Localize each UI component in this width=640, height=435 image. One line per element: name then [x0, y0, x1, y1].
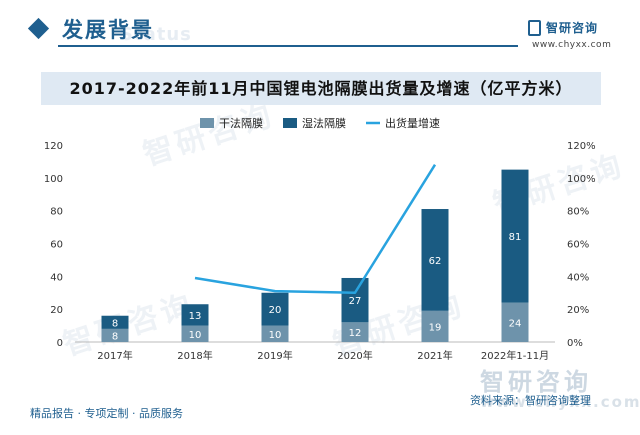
data-label: 13: [189, 311, 202, 322]
bar: [421, 209, 449, 311]
y2-tick-label: 120%: [567, 141, 596, 152]
legend-label: 出货量增速: [385, 116, 440, 130]
logo-name: 智研咨询: [546, 21, 599, 35]
logo-url: www.chyxx.com: [532, 40, 612, 50]
data-label: 27: [349, 296, 362, 307]
data-label: 8: [112, 318, 118, 329]
section-title: 发展背景: [62, 18, 154, 42]
bar: [181, 325, 209, 342]
diamond-icon: [27, 17, 50, 40]
x-tick-label: 2018年: [177, 349, 212, 360]
watermark-url: www.chyxx.com: [480, 393, 640, 411]
data-label: 24: [509, 318, 522, 329]
logo-mark-icon: [528, 20, 541, 36]
y2-tick-label: 20%: [567, 305, 589, 316]
bar: [261, 292, 289, 326]
section-ghost-text: Status: [120, 24, 192, 45]
brand-logo: 智研咨询 www.chyxx.com: [528, 18, 628, 54]
bar: [341, 277, 369, 323]
series-line: [194, 164, 437, 294]
legend-label: 湿法隔膜: [302, 116, 346, 130]
legend-swatch: [283, 118, 297, 128]
y-tick-label: 120: [44, 141, 63, 152]
bar: [261, 325, 289, 342]
x-tick-label: 2017年: [97, 349, 132, 360]
y2-tick-label: 60%: [567, 240, 589, 251]
data-label: 62: [429, 256, 442, 267]
bar: [341, 322, 369, 342]
x-tick-label: 2019年: [257, 349, 292, 360]
x-tick-label: 2022年1-11月: [481, 349, 549, 360]
data-label: 81: [509, 232, 522, 243]
y2-tick-label: 40%: [567, 272, 589, 283]
chart: 0204060801001200%20%40%60%80%100%120%201…: [44, 116, 596, 360]
y-tick-label: 0: [57, 338, 63, 349]
y-tick-label: 100: [44, 174, 63, 185]
bar: [501, 169, 529, 303]
bar: [101, 315, 129, 329]
bar: [501, 302, 529, 342]
section-underline: [58, 45, 518, 47]
y-tick-label: 40: [50, 272, 63, 283]
data-label: 10: [269, 330, 282, 341]
y2-tick-label: 100%: [567, 174, 596, 185]
y-tick-label: 60: [50, 240, 63, 251]
chart-title: 2017-2022年前11月中国锂电池隔膜出货量及增速（亿平方米）: [69, 79, 573, 98]
bar: [421, 310, 449, 342]
data-label: 10: [189, 330, 202, 341]
bar: [181, 304, 209, 326]
data-label: 12: [349, 328, 362, 339]
data-label: 20: [269, 305, 282, 316]
data-label: 8: [112, 331, 118, 342]
data-label: 19: [429, 322, 442, 333]
chart-title-box: 2017-2022年前11月中国锂电池隔膜出货量及增速（亿平方米）: [41, 72, 601, 105]
y-tick-label: 20: [50, 305, 63, 316]
bar: [101, 328, 129, 342]
y2-tick-label: 80%: [567, 207, 589, 218]
x-tick-label: 2020年: [337, 349, 372, 360]
y-tick-label: 80: [50, 207, 63, 218]
section-header: Status 发展背景 智研咨询 www.chyxx.com: [0, 0, 640, 62]
legend-swatch: [200, 118, 214, 128]
watermark-text-large: 智研咨询: [480, 368, 592, 396]
x-tick-label: 2021年: [417, 349, 452, 360]
footer-source: 资料来源：智研咨询整理: [470, 394, 591, 407]
legend-label: 干法隔膜: [219, 116, 263, 130]
y2-tick-label: 0%: [567, 338, 583, 349]
footer-tagline: 精品报告 · 专项定制 · 品质服务: [30, 407, 183, 420]
